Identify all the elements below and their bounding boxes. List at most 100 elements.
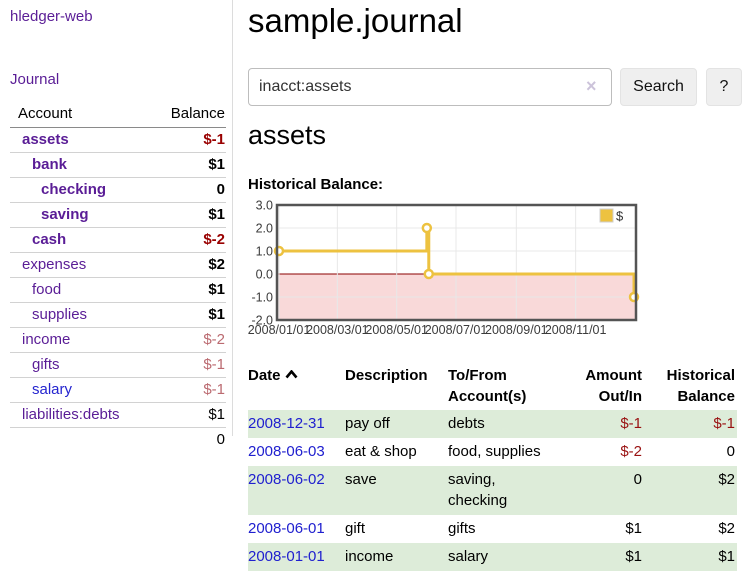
register-row[interactable]: 2008-06-02 save saving, checking 0 $2 <box>248 466 737 515</box>
svg-text:2008/03/01: 2008/03/01 <box>306 323 369 337</box>
sidebar-item-journal[interactable]: Journal <box>10 71 60 88</box>
svg-text:-2.0: -2.0 <box>251 314 273 328</box>
svg-text:$: $ <box>616 209 624 224</box>
account-row-expenses: expenses $2 <box>10 253 226 278</box>
account-row-gifts: gifts $-1 <box>10 353 226 378</box>
sort-ascending-icon <box>285 370 298 379</box>
account-link-gifts[interactable]: gifts <box>32 356 60 373</box>
clear-search-icon[interactable]: × <box>586 76 597 96</box>
account-balance: $-2 <box>203 331 225 348</box>
search-input[interactable] <box>248 68 612 106</box>
transaction-amount: $1 <box>625 520 642 537</box>
accounts-header-balance: Balance <box>170 105 225 122</box>
accounts-header-row: Account Balance <box>10 101 226 128</box>
transaction-account: gifts <box>448 520 476 537</box>
account-row-salary: salary $-1 <box>10 378 226 403</box>
account-link-checking[interactable]: checking <box>41 181 107 198</box>
register-table: Date Description To/From Account(s) Amou… <box>248 362 737 571</box>
app-title-link[interactable]: hledger-web <box>10 8 93 25</box>
register-row[interactable]: 2008-06-01 gift gifts $1 $2 <box>248 515 737 543</box>
help-button[interactable]: ? <box>706 68 742 106</box>
register-header-amount: Amount Out/In <box>585 367 642 405</box>
register-header-account: To/From Account(s) <box>448 367 527 405</box>
account-row-liabilities-debts: liabilities:debts $1 <box>10 403 226 428</box>
account-link-liabilities-debts[interactable]: liabilities:debts <box>22 406 120 423</box>
transaction-account: salary <box>448 548 489 565</box>
accounts-total-value: 0 <box>216 431 225 448</box>
account-link-supplies[interactable]: supplies <box>32 306 88 323</box>
chart-title: Historical Balance: <box>248 176 384 193</box>
transaction-balance: $2 <box>718 520 735 537</box>
account-balance: $1 <box>208 156 225 173</box>
account-row-supplies: supplies $1 <box>10 303 226 328</box>
account-balance: $1 <box>208 406 225 423</box>
svg-text:0.0: 0.0 <box>256 268 273 282</box>
account-link-income[interactable]: income <box>22 331 71 348</box>
account-row-income: income $-2 <box>10 328 226 353</box>
account-balance: $1 <box>208 206 225 223</box>
transaction-description: gift <box>345 520 366 537</box>
account-link-bank[interactable]: bank <box>32 156 68 173</box>
account-balance: $-2 <box>203 231 225 248</box>
register-header-description: Description <box>345 367 428 384</box>
account-link-salary[interactable]: salary <box>32 381 73 398</box>
svg-text:2008/01/01: 2008/01/01 <box>248 323 310 337</box>
accounts-total-row: 0 <box>10 427 226 453</box>
account-row-checking: checking 0 <box>10 178 226 203</box>
account-row-bank: bank $1 <box>10 153 226 178</box>
svg-text:-1.0: -1.0 <box>251 291 273 305</box>
account-heading: assets <box>248 120 327 150</box>
register-row[interactable]: 2008-01-01 income salary $1 $1 <box>248 543 737 571</box>
register-header-date[interactable]: Date <box>248 362 345 410</box>
register-header-row: Date Description To/From Account(s) Amou… <box>248 362 737 410</box>
transaction-account: debts <box>448 415 485 432</box>
transaction-date-link[interactable]: 2008-06-03 <box>248 443 325 460</box>
transaction-amount: $-2 <box>620 443 642 460</box>
register-row[interactable]: 2008-06-03 eat & shop food, supplies $-2… <box>248 438 737 466</box>
transaction-amount: $1 <box>625 548 642 565</box>
transaction-date-link[interactable]: 2008-12-31 <box>248 415 325 432</box>
account-row-cash: cash $-2 <box>10 228 226 253</box>
account-link-expenses[interactable]: expenses <box>22 256 87 273</box>
account-link-cash[interactable]: cash <box>32 231 67 248</box>
sidebar: hledger-web Journal Account Balance asse… <box>0 0 233 448</box>
account-row-assets: assets $-1 <box>10 128 226 153</box>
search-button[interactable]: Search <box>620 68 697 106</box>
account-row-saving: saving $1 <box>10 203 226 228</box>
main-content: sample.journal × Search ? assets Histori… <box>248 0 742 571</box>
account-link-assets[interactable]: assets <box>22 131 69 148</box>
transaction-amount: $-1 <box>620 415 642 432</box>
account-balance: $2 <box>208 256 225 273</box>
account-balance: $-1 <box>203 356 225 373</box>
svg-text:2.0: 2.0 <box>256 222 273 236</box>
transaction-balance: $2 <box>718 471 735 488</box>
transaction-balance: $-1 <box>713 415 735 432</box>
transaction-date-link[interactable]: 2008-01-01 <box>248 548 325 565</box>
account-balance: $1 <box>208 306 225 323</box>
account-balance: $-1 <box>203 131 225 148</box>
register-header-balance: Historical Balance <box>666 367 735 405</box>
transaction-description: pay off <box>345 415 390 432</box>
transaction-account: saving, checking <box>448 471 508 509</box>
transaction-date-link[interactable]: 2008-06-01 <box>248 520 325 537</box>
svg-text:1.0: 1.0 <box>256 245 273 259</box>
transaction-description: eat & shop <box>345 443 417 460</box>
transaction-balance: 0 <box>726 443 735 460</box>
accounts-table: Account Balance assets $-1 bank $1 check… <box>10 101 226 452</box>
register-row[interactable]: 2008-12-31 pay off debts $-1 $-1 <box>248 410 737 438</box>
account-balance: 0 <box>216 181 225 198</box>
svg-text:2008/07/01: 2008/07/01 <box>425 323 488 337</box>
balance-chart: 3.0 2.0 1.0 0.0 -1.0 -2.02008/01/012008/03/01… <box>248 199 640 337</box>
transaction-date-link[interactable]: 2008-06-02 <box>248 471 325 488</box>
transaction-amount: 0 <box>633 471 642 488</box>
transaction-balance: $1 <box>718 548 735 565</box>
transaction-description: save <box>345 471 377 488</box>
search-form: × Search ? <box>248 68 742 106</box>
account-link-saving[interactable]: saving <box>41 206 89 223</box>
svg-text:2008/05/01: 2008/05/01 <box>365 323 428 337</box>
accounts-header-account: Account <box>18 105 73 122</box>
transaction-description: income <box>345 548 394 565</box>
account-row-food: food $1 <box>10 278 226 303</box>
account-link-food[interactable]: food <box>32 281 62 298</box>
transaction-account: food, supplies <box>448 443 541 460</box>
